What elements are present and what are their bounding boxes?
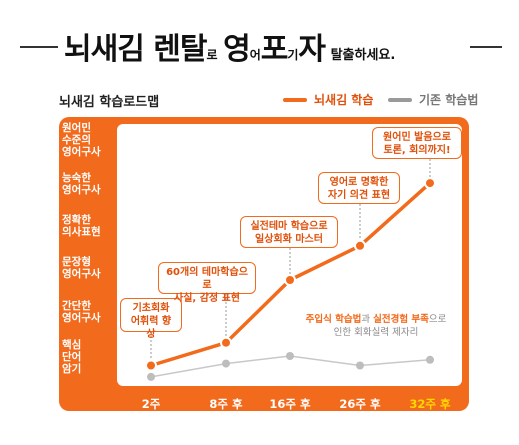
- milestone-callout: 영어로 명확한 자기 의견 표현: [318, 172, 400, 204]
- data-point: [356, 361, 364, 370]
- data-point: [286, 352, 294, 360]
- headline-small-2: 어: [249, 48, 261, 62]
- headline-text: 뇌새김 렌탈로 영어포기자 탈출하세요.: [64, 24, 395, 68]
- headline-big-3: 포: [260, 32, 289, 67]
- milestone-callout: 원어민 발음으로 토론, 회의까지!: [372, 127, 462, 159]
- x-tick-label: 32주 후: [409, 397, 451, 411]
- headline-right-rule: [470, 46, 502, 48]
- legend-item-series-2: 기존 학습법: [388, 91, 478, 108]
- note-part-2: 과: [361, 314, 374, 325]
- data-point: [145, 359, 157, 372]
- baseline-note: 주입식 학습법과 실전경험 부족으로 인한 회화실력 제자리: [296, 313, 456, 339]
- data-point: [220, 336, 232, 349]
- note-line-2: 인한 회화실력 제자리: [333, 327, 419, 338]
- headline-left-rule: [20, 46, 58, 48]
- x-tick-label: 2주: [141, 397, 161, 411]
- note-part-4: 으로: [428, 314, 447, 325]
- x-tick-label: 26주 후: [339, 397, 381, 411]
- headline-small-1: 로: [206, 48, 218, 62]
- headline-small-3: 기: [287, 48, 299, 62]
- data-point: [426, 355, 434, 364]
- x-tick-label: 8주 후: [209, 397, 243, 411]
- data-point: [354, 239, 366, 252]
- plot-area: [117, 124, 462, 386]
- milestone-callout: 60개의 테마학습으로 사실, 감정 표현: [158, 262, 256, 304]
- legend-swatch-series-1: [283, 97, 307, 102]
- y-level-label: 문장형 영어구사: [62, 256, 101, 280]
- headline-tail: 탈출하세요.: [330, 48, 396, 63]
- headline-big-1: 뇌새김 렌탈: [64, 32, 207, 67]
- data-point: [284, 274, 296, 286]
- data-point: [147, 372, 155, 381]
- y-level-label: 핵심 단어 암기: [62, 339, 82, 375]
- legend-item-series-1: 뇌새김 학습: [283, 91, 373, 108]
- data-point: [222, 359, 230, 368]
- y-level-label: 정확한 의사표현: [62, 214, 101, 238]
- headline-big-2: 영: [223, 32, 251, 67]
- note-part-3: 실전경험 부족: [373, 314, 429, 325]
- data-point: [424, 177, 436, 190]
- milestone-callout: 기초회화 어휘력 향상: [120, 298, 182, 340]
- note-part-1: 주입식 학습법: [305, 314, 362, 325]
- y-level-label: 원어민 수준의 영어구사: [62, 122, 101, 158]
- chart-title: 뇌새김 학습로드맵: [59, 95, 160, 110]
- y-level-label: 간단한 영어구사: [62, 300, 101, 324]
- milestone-callout: 실전테마 학습으로 일상회화 마스터: [240, 216, 338, 248]
- legend-label-series-1: 뇌새김 학습: [314, 93, 374, 107]
- y-level-label: 능숙한 영어구사: [62, 172, 101, 196]
- headline: 뇌새김 렌탈로 영어포기자 탈출하세요.: [0, 24, 519, 72]
- x-tick-label: 16주 후: [269, 397, 311, 411]
- legend-swatch-series-2: [388, 97, 412, 102]
- legend-label-series-2: 기존 학습법: [419, 93, 479, 107]
- headline-big-4: 자: [298, 32, 326, 67]
